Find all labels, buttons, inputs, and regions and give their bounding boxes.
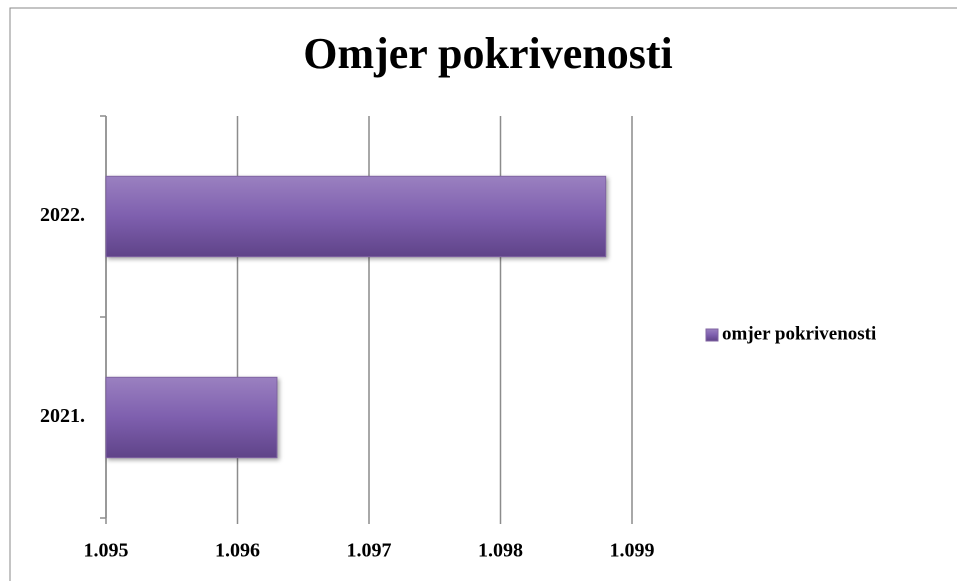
x-tick-label: 1.098 — [478, 540, 523, 562]
x-tick-label: 1.095 — [84, 540, 129, 562]
x-tick-label: 1.099 — [610, 540, 655, 562]
y-tick-label: 2021. — [40, 405, 85, 427]
chart-title: Omjer pokrivenosti — [303, 29, 673, 78]
bar — [105, 175, 607, 258]
chart-border — [9, 7, 957, 581]
x-tick-label: 1.096 — [215, 540, 260, 562]
bar — [105, 376, 278, 459]
legend-marker — [705, 328, 719, 342]
x-tick-label: 1.097 — [347, 540, 392, 562]
y-tick-label: 2022. — [40, 204, 85, 226]
legend-label: omjer pokrivenosti — [722, 323, 876, 344]
